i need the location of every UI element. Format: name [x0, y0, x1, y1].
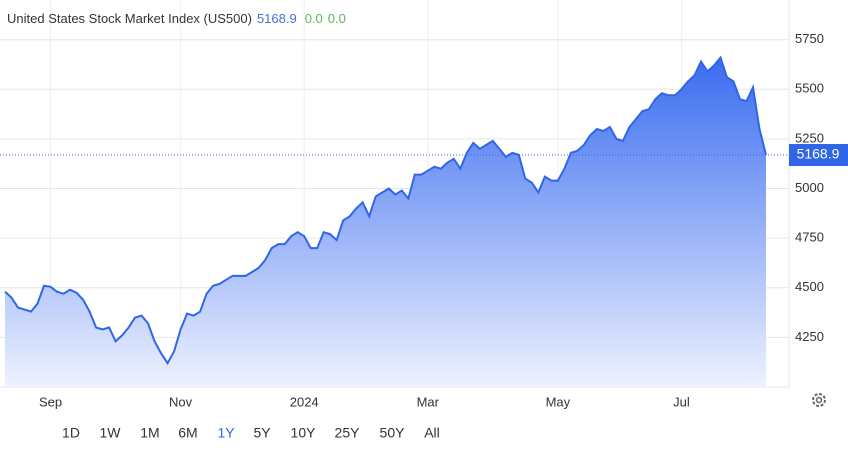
y-tick-label: 5250: [795, 130, 824, 145]
x-tick-label: Jul: [673, 394, 690, 409]
range-button[interactable]: 1W: [100, 425, 122, 441]
range-button[interactable]: 1Y: [217, 425, 235, 441]
chart-title: United States Stock Market Index (US500): [7, 11, 252, 26]
header-price: 5168.9: [257, 11, 297, 26]
y-tick-label: 5000: [795, 180, 824, 195]
header-change: 0.0: [305, 11, 323, 26]
title-line: United States Stock Market Index (US500)…: [7, 11, 346, 26]
range-button[interactable]: 1D: [62, 425, 80, 441]
price-line: [4, 55, 767, 366]
range-button[interactable]: 5Y: [253, 425, 271, 441]
range-button[interactable]: 10Y: [291, 425, 317, 441]
range-button[interactable]: 6M: [178, 425, 197, 441]
range-button[interactable]: 25Y: [335, 425, 361, 441]
y-tick-label: 4500: [795, 279, 824, 294]
x-tick-label: 2024: [290, 394, 319, 409]
range-button[interactable]: 1M: [140, 425, 159, 441]
header-change-percent: 0.0: [328, 11, 346, 26]
range-button[interactable]: All: [424, 425, 440, 441]
x-tick-label: Mar: [417, 394, 440, 409]
area-fill: [5, 57, 766, 387]
x-tick-label: Sep: [39, 394, 62, 409]
last-price-label: 5168.9: [797, 146, 840, 162]
x-tick-label: May: [546, 394, 571, 409]
settings-icon[interactable]: [812, 393, 826, 407]
y-tick-label: 5500: [795, 81, 824, 96]
range-button[interactable]: 50Y: [380, 425, 406, 441]
y-tick-label: 5750: [795, 31, 824, 46]
x-tick-label: Nov: [169, 394, 193, 409]
y-tick-label: 4750: [795, 230, 824, 245]
last-price-box: [789, 144, 848, 167]
y-tick-label: 4250: [795, 329, 824, 344]
